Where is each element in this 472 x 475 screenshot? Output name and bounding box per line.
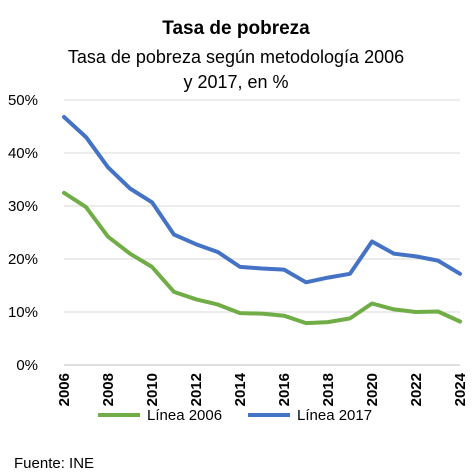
series-line-1 (62, 190, 462, 326)
x-tick-label: 2014 (232, 372, 249, 406)
x-tick-label: 2024 (452, 372, 469, 406)
chart-subtitle-line-2: y 2017, en % (183, 72, 289, 92)
y-tick-label: 10% (8, 304, 38, 321)
legend: Línea 2006 Línea 2017 (98, 407, 372, 424)
y-axis-tick-labels: 0% 10% 20% 30% 40% 50% (8, 92, 38, 374)
chart-subtitle-line-1: Tasa de pobreza según metodología 2006 (67, 47, 405, 67)
x-tick-label: 2018 (320, 373, 337, 406)
x-tick-label: 2022 (408, 373, 425, 406)
legend-label: Línea 2006 (147, 407, 222, 424)
chart-title: Tasa de pobreza (162, 18, 310, 39)
y-tick-label: 40% (8, 145, 38, 162)
x-tick-label: 2016 (276, 373, 293, 406)
y-tick-label: 20% (8, 251, 38, 268)
gridlines (64, 99, 460, 366)
y-tick-label: 0% (16, 357, 38, 374)
y-tick-label: 50% (8, 92, 38, 109)
x-axis-tick-labels: 2006 2008 2010 2012 2014 2016 2018 2020 2022 2024 (56, 372, 469, 406)
x-tick-label: 2012 (188, 373, 205, 406)
chart-source: Fuente: INE (14, 455, 95, 472)
x-tick-label: 2010 (144, 373, 161, 406)
x-tick-label: 2008 (100, 373, 117, 406)
y-tick-label: 30% (8, 198, 38, 215)
legend-label: Línea 2017 (297, 407, 372, 424)
x-tick-label: 2006 (56, 373, 73, 406)
series-lines (62, 115, 462, 326)
series-line-2 (62, 115, 462, 285)
x-tick-label: 2020 (364, 373, 381, 406)
